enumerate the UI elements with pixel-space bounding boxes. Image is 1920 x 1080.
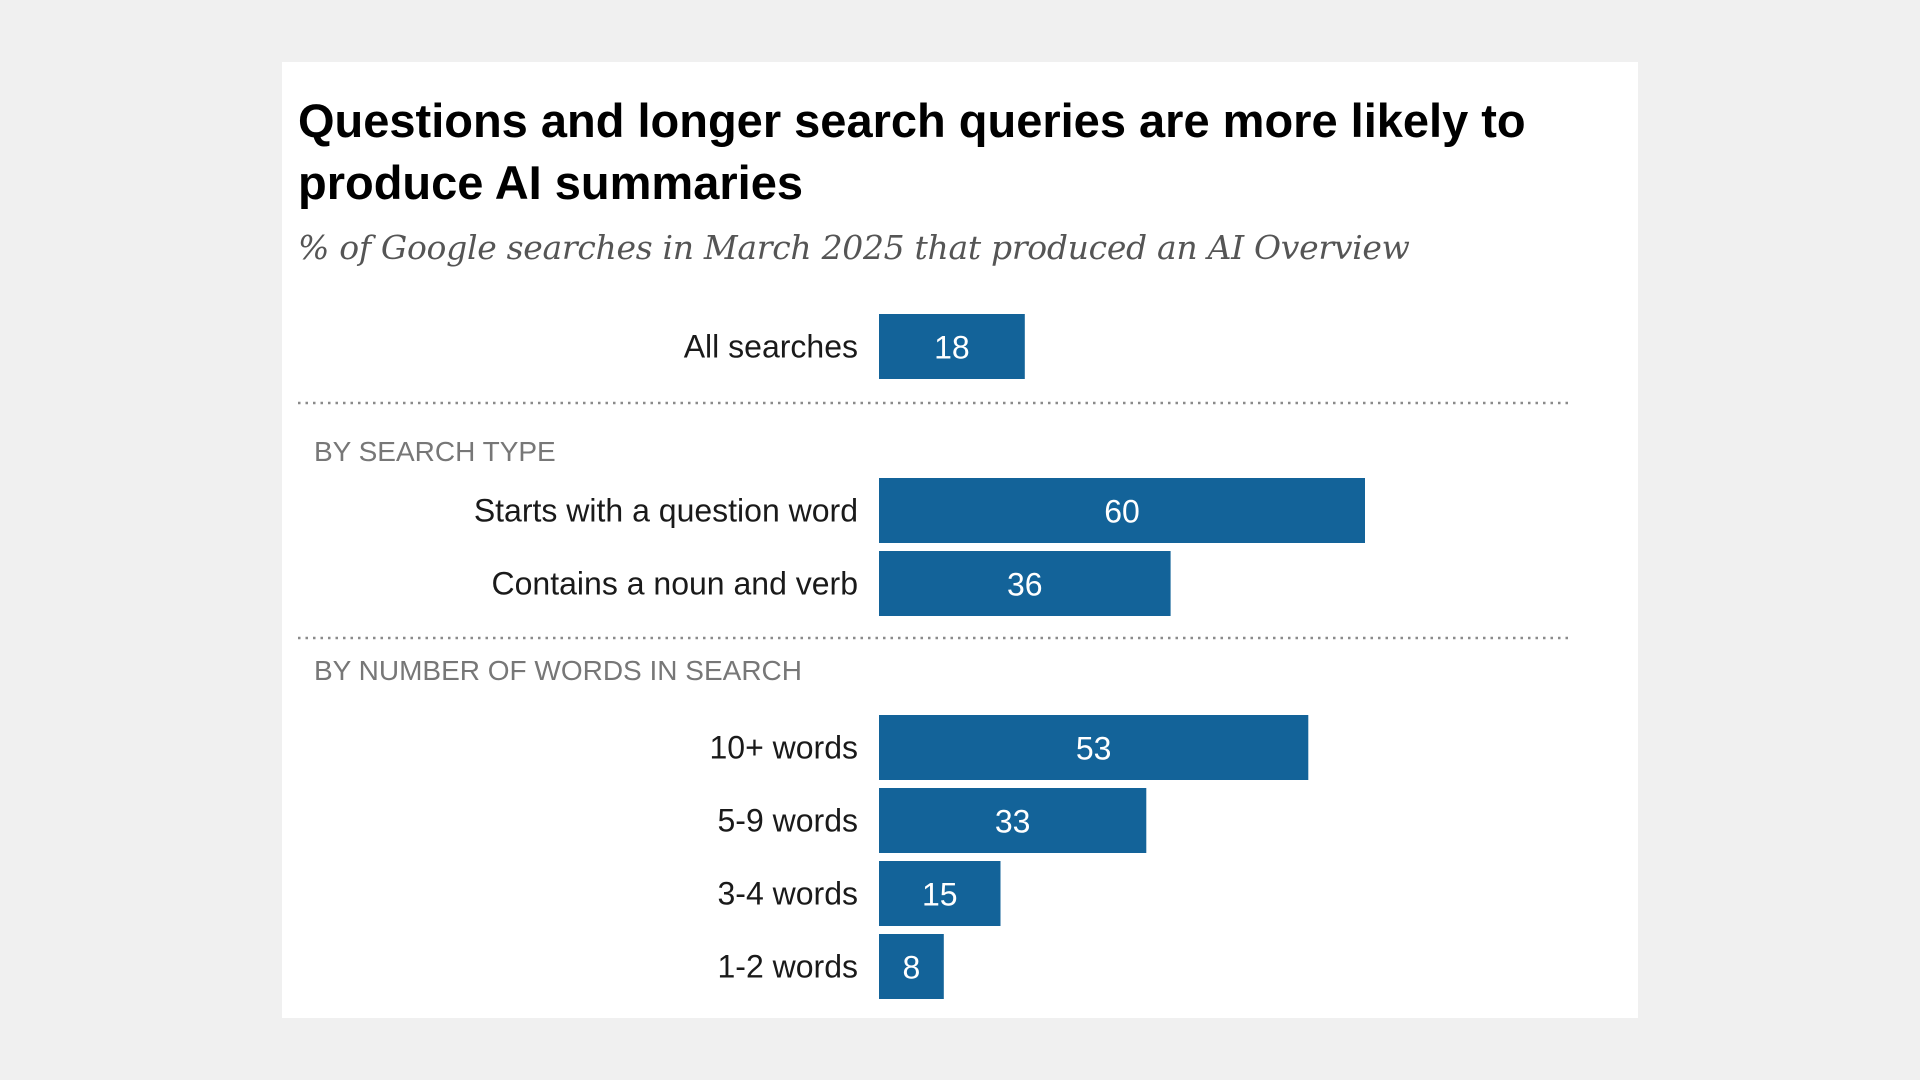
bar <box>879 934 944 999</box>
value-label: 36 <box>1007 567 1043 603</box>
bar <box>879 478 1365 543</box>
category-label: 3-4 words <box>718 876 859 912</box>
bar <box>879 861 1001 926</box>
value-label: 18 <box>934 330 970 366</box>
chart-card: Questions and longer search queries are … <box>282 62 1638 1018</box>
category-label: 1-2 words <box>718 949 859 985</box>
bar-chart: All searches 18 BY SEARCH TYPE Starts with … <box>298 314 1572 999</box>
bar <box>879 314 1025 379</box>
section-label: BY NUMBER OF WORDS IN SEARCH <box>314 655 802 686</box>
category-label: All searches <box>684 329 858 365</box>
bar <box>879 788 1147 853</box>
category-label: 10+ words <box>709 730 858 766</box>
section-label: BY SEARCH TYPE <box>314 436 556 467</box>
value-label: 15 <box>922 877 958 913</box>
chart-subtitle: % of Google searches in March 2025 that … <box>298 228 1410 267</box>
bar <box>879 551 1171 616</box>
value-label: 33 <box>995 804 1031 840</box>
chart-title: Questions and longer search queries are … <box>298 94 1526 209</box>
category-label: Starts with a question word <box>474 493 858 529</box>
value-label: 53 <box>1076 731 1112 767</box>
bar <box>879 715 1309 780</box>
category-label: Contains a noun and verb <box>492 566 858 602</box>
category-label: 5-9 words <box>718 803 859 839</box>
value-label: 60 <box>1104 494 1140 530</box>
value-label: 8 <box>903 950 921 986</box>
